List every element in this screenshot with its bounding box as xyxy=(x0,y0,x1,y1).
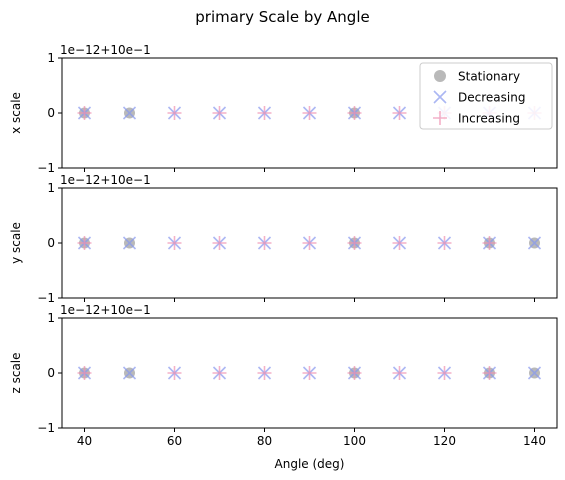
point-decreasing xyxy=(527,236,542,250)
legend-label: Stationary xyxy=(458,70,520,84)
point-increasing xyxy=(392,106,407,120)
point-increasing xyxy=(257,236,272,250)
y-tick-label: −1 xyxy=(37,161,55,175)
point-increasing xyxy=(77,236,92,250)
point-increasing xyxy=(392,236,407,250)
y-tick-label: 0 xyxy=(47,106,55,120)
x-tick-label: 140 xyxy=(523,434,546,448)
x-axis-label: Angle (deg) xyxy=(275,457,345,471)
legend-box xyxy=(419,62,553,130)
y-tick-label: 1 xyxy=(47,311,55,325)
y-offset-label: 1e−12+10e−1 xyxy=(60,43,151,57)
point-increasing xyxy=(212,366,227,380)
point-increasing xyxy=(167,366,182,380)
point-increasing xyxy=(167,236,182,250)
legend-marker-increasing xyxy=(433,111,447,125)
point-increasing xyxy=(167,106,182,120)
point-increasing xyxy=(77,106,92,120)
subplot-2: −1 0 1 1e−12+10e−1 y scale xyxy=(9,173,558,305)
point-increasing xyxy=(302,106,317,120)
point-increasing xyxy=(212,106,227,120)
x-tick-label: 40 xyxy=(77,434,92,448)
point-increasing xyxy=(212,236,227,250)
point-increasing xyxy=(77,366,92,380)
y-tick-label: −1 xyxy=(37,421,55,435)
legend-marker-stationary xyxy=(434,70,446,82)
y-tick-label: 0 xyxy=(47,236,55,250)
point-increasing xyxy=(347,236,362,250)
x-tick-label: 120 xyxy=(433,434,456,448)
legend-marker-decreasing xyxy=(433,90,447,104)
point-increasing xyxy=(482,236,497,250)
point-increasing xyxy=(257,366,272,380)
y-tick-label: −1 xyxy=(37,291,55,305)
y-axis-label: x scale xyxy=(9,92,23,134)
x-tick-label: 80 xyxy=(257,434,272,448)
y-offset-label: 1e−12+10e−1 xyxy=(60,303,151,317)
point-decreasing xyxy=(122,106,137,120)
point-increasing xyxy=(437,236,452,250)
point-decreasing xyxy=(122,236,137,250)
subplot-3: 40 60 80 100 120 140 −1 0 1 1e−12+10e−1 z scale xyxy=(9,303,558,448)
y-offset-label: 1e−12+10e−1 xyxy=(60,173,151,187)
y-tick-label: 1 xyxy=(47,181,55,195)
point-decreasing xyxy=(527,366,542,380)
point-increasing xyxy=(302,366,317,380)
x-tick-label: 60 xyxy=(167,434,182,448)
point-decreasing xyxy=(122,366,137,380)
legend: Stationary Decreasing Increasing xyxy=(419,62,553,130)
x-tick-label: 100 xyxy=(343,434,366,448)
legend-label: Increasing xyxy=(458,112,520,126)
point-increasing xyxy=(347,366,362,380)
point-increasing xyxy=(302,236,317,250)
y-axis-label: z scale xyxy=(9,352,23,393)
y-axis-label: y scale xyxy=(9,222,23,264)
legend-label: Decreasing xyxy=(458,91,525,105)
point-increasing xyxy=(257,106,272,120)
y-tick-label: 1 xyxy=(47,51,55,65)
chart-title: primary Scale by Angle xyxy=(195,8,370,26)
point-increasing xyxy=(392,366,407,380)
y-tick-label: 0 xyxy=(47,366,55,380)
point-increasing xyxy=(437,366,452,380)
point-increasing xyxy=(482,366,497,380)
point-increasing xyxy=(347,106,362,120)
